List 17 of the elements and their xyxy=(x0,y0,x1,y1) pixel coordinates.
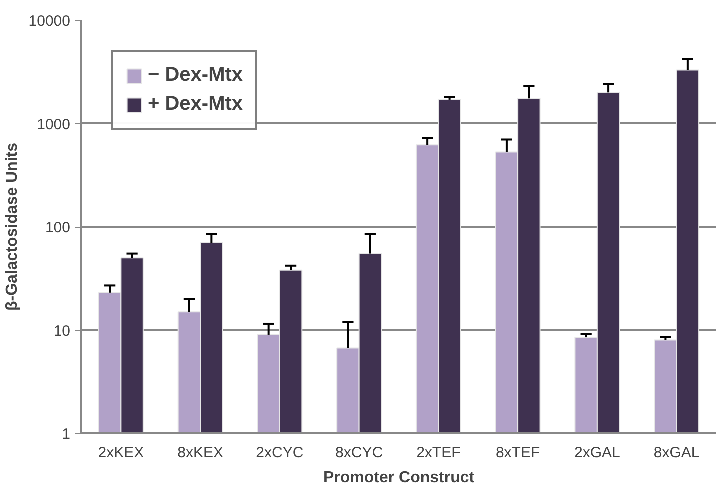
x-axis-title: Promoter Construct xyxy=(323,470,476,486)
x-tick-label: 8xTEF xyxy=(496,444,540,462)
x-tick-label: 2xKEX xyxy=(98,444,144,462)
x-tick-label: 2xTEF xyxy=(416,444,461,462)
x-tick-label: 8xKEX xyxy=(178,444,224,462)
y-tick-label: 1 xyxy=(62,426,70,443)
y-tick-label: 100 xyxy=(45,220,71,236)
legend-label: − Dex-Mtx xyxy=(148,64,244,87)
x-tick-label: 2xCYC xyxy=(256,444,304,462)
y-axis-title: β-Galactosidase Units xyxy=(4,142,21,312)
x-tick-label: 2xGAL xyxy=(574,444,620,462)
x-tick-label: 8xGAL xyxy=(654,444,700,462)
y-tick-label: 10000 xyxy=(28,13,71,30)
x-tick-label: 8xCYC xyxy=(336,444,384,462)
legend-label: + Dex-Mtx xyxy=(148,93,244,116)
y-tick-label: 1000 xyxy=(37,116,71,134)
y-tick-label: 10 xyxy=(54,322,71,340)
